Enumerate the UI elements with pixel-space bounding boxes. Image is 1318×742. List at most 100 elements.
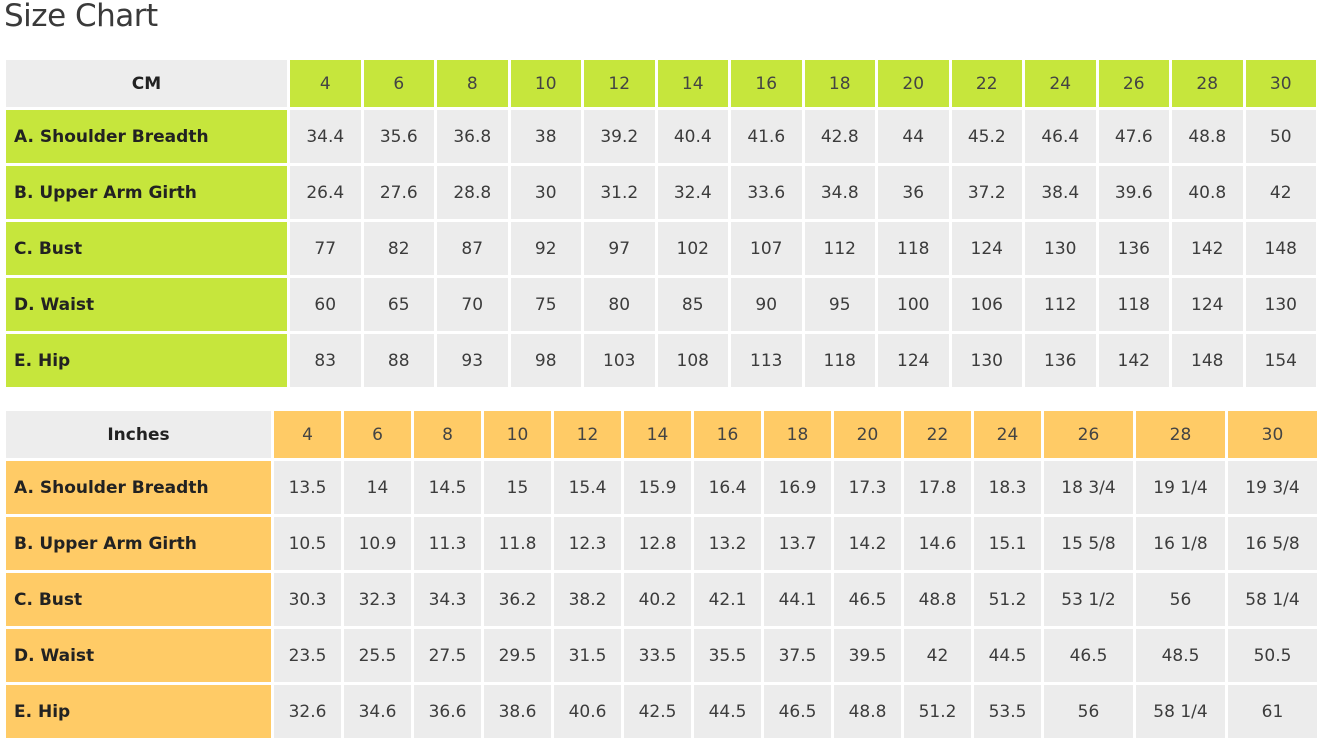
size-header: 26 xyxy=(1098,60,1169,107)
table-cell: 41.6 xyxy=(731,110,802,163)
table-cell: 30 xyxy=(510,166,581,219)
table-cell: 34.6 xyxy=(344,685,411,738)
table-cell: 80 xyxy=(584,278,655,331)
table-cell: 36.8 xyxy=(437,110,508,163)
table-cell: 40.6 xyxy=(554,685,621,738)
table-cell: 29.5 xyxy=(484,629,551,682)
size-header: 26 xyxy=(1044,411,1133,458)
size-header: 30 xyxy=(1245,60,1316,107)
size-header: 4 xyxy=(290,60,361,107)
table-cell: 26.4 xyxy=(290,166,361,219)
size-header: 24 xyxy=(1025,60,1096,107)
table-cell: 17.8 xyxy=(904,461,971,514)
table-cell: 35.6 xyxy=(363,110,434,163)
table-cell: 30.3 xyxy=(274,573,341,626)
table-cell: 92 xyxy=(510,222,581,275)
table-cell: 32.4 xyxy=(657,166,728,219)
size-header: 14 xyxy=(657,60,728,107)
table-cell: 36 xyxy=(878,166,949,219)
table-cell: 35.5 xyxy=(694,629,761,682)
table-cell: 53.5 xyxy=(974,685,1041,738)
unit-header: CM xyxy=(6,60,287,107)
table-cell: 10.9 xyxy=(344,517,411,570)
table-cell: 118 xyxy=(1098,278,1169,331)
table-cell: 11.3 xyxy=(414,517,481,570)
size-header: 8 xyxy=(414,411,481,458)
table-cell: 56 xyxy=(1044,685,1133,738)
table-cell: 51.2 xyxy=(904,685,971,738)
size-header: 8 xyxy=(437,60,508,107)
table-cell: 51.2 xyxy=(974,573,1041,626)
measurement-label: B. Upper Arm Girth xyxy=(6,517,271,570)
table-cell: 13.2 xyxy=(694,517,761,570)
table-cell: 44.5 xyxy=(974,629,1041,682)
size-header: 12 xyxy=(554,411,621,458)
table-cell: 13.7 xyxy=(764,517,831,570)
unit-header: Inches xyxy=(6,411,271,458)
size-table-cm: CM 4 6 8 10 12 14 16 18 20 22 24 26 28 30 A. Shoulder B… xyxy=(6,60,1316,387)
size-header: 10 xyxy=(510,60,581,107)
table-cell: 50.5 xyxy=(1228,629,1317,682)
table-cell: 97 xyxy=(584,222,655,275)
table-cell: 136 xyxy=(1098,222,1169,275)
table-cell: 16.9 xyxy=(764,461,831,514)
table-cell: 88 xyxy=(363,334,434,387)
size-header: 12 xyxy=(584,60,655,107)
table-cell: 38 xyxy=(510,110,581,163)
table-cell: 53 1/2 xyxy=(1044,573,1133,626)
size-header: 16 xyxy=(731,60,802,107)
table-cell: 124 xyxy=(951,222,1022,275)
table-cell: 37.2 xyxy=(951,166,1022,219)
table-cell: 31.2 xyxy=(584,166,655,219)
size-header: 10 xyxy=(484,411,551,458)
table-cell: 75 xyxy=(510,278,581,331)
table-cell: 18 3/4 xyxy=(1044,461,1133,514)
table-cell: 39.5 xyxy=(834,629,901,682)
table-cell: 46.5 xyxy=(764,685,831,738)
table-cell: 106 xyxy=(951,278,1022,331)
table-cell: 42.8 xyxy=(804,110,875,163)
table-cell: 103 xyxy=(584,334,655,387)
table-cell: 40.2 xyxy=(624,573,691,626)
table-cell: 13.5 xyxy=(274,461,341,514)
table-cell: 12.8 xyxy=(624,517,691,570)
table-cell: 85 xyxy=(657,278,728,331)
table-cell: 14.5 xyxy=(414,461,481,514)
table-cell: 14.6 xyxy=(904,517,971,570)
table-cell: 27.5 xyxy=(414,629,481,682)
table-cell: 38.6 xyxy=(484,685,551,738)
table-cell: 47.6 xyxy=(1098,110,1169,163)
table-cell: 107 xyxy=(731,222,802,275)
table-cell: 36.6 xyxy=(414,685,481,738)
table-cell: 16.4 xyxy=(694,461,761,514)
table-cell: 11.8 xyxy=(484,517,551,570)
table-cell: 100 xyxy=(878,278,949,331)
table-cell: 34.4 xyxy=(290,110,361,163)
table-cell: 93 xyxy=(437,334,508,387)
table-cell: 82 xyxy=(363,222,434,275)
table-cell: 154 xyxy=(1245,334,1316,387)
table-cell: 27.6 xyxy=(363,166,434,219)
size-header: 30 xyxy=(1228,411,1317,458)
size-header: 16 xyxy=(694,411,761,458)
table-cell: 39.6 xyxy=(1098,166,1169,219)
table-cell: 95 xyxy=(804,278,875,331)
table-cell: 44 xyxy=(878,110,949,163)
table-cell: 77 xyxy=(290,222,361,275)
size-header: 18 xyxy=(764,411,831,458)
size-header: 6 xyxy=(344,411,411,458)
table-cell: 44.1 xyxy=(764,573,831,626)
table-cell: 38.4 xyxy=(1025,166,1096,219)
table-cell: 28.8 xyxy=(437,166,508,219)
table-cell: 15.9 xyxy=(624,461,691,514)
table-cell: 83 xyxy=(290,334,361,387)
table-cell: 33.6 xyxy=(731,166,802,219)
table-cell: 25.5 xyxy=(344,629,411,682)
table-cell: 15.1 xyxy=(974,517,1041,570)
table-cell: 16 5/8 xyxy=(1228,517,1317,570)
table-cell: 112 xyxy=(804,222,875,275)
table-cell: 58 1/4 xyxy=(1136,685,1225,738)
table-cell: 70 xyxy=(437,278,508,331)
measurement-label: D. Waist xyxy=(6,278,287,331)
table-cell: 44.5 xyxy=(694,685,761,738)
